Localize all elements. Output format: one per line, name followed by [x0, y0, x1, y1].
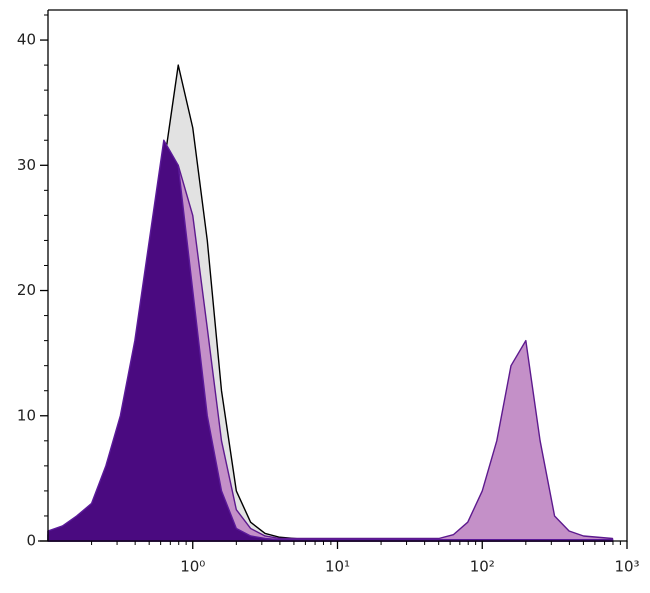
histogram-area	[47, 139, 614, 542]
x-tick-label: 10³	[614, 558, 639, 576]
y-tick-label: 40	[17, 31, 36, 49]
x-tick-label: 10⁰	[180, 558, 205, 576]
y-tick-label: 0	[26, 532, 36, 550]
axis-frame	[38, 9, 628, 542]
x-tick-label: 10²	[470, 558, 495, 576]
y-tick-label: 20	[17, 281, 36, 299]
x-tick-label: 10¹	[325, 558, 350, 576]
y-tick-label: 30	[17, 156, 36, 174]
y-tick-label: 10	[17, 406, 36, 424]
